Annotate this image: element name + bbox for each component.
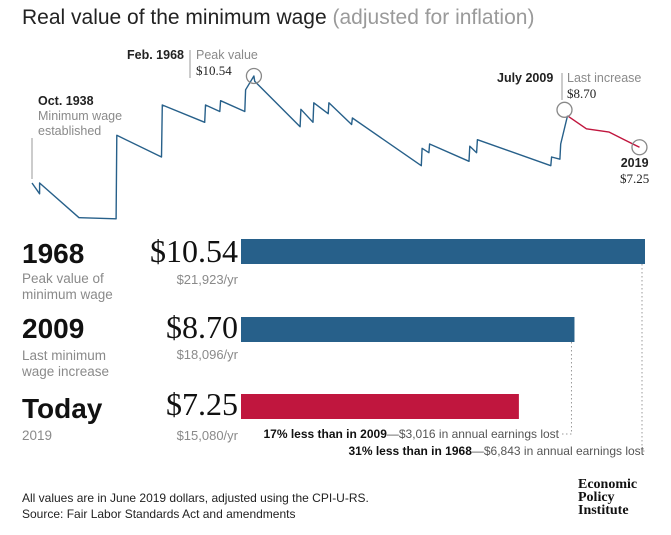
line-series-1: [567, 115, 640, 148]
footer-line1: All values are in June 2019 dollars, adj…: [22, 491, 369, 505]
comparison-1968: 31% less than in 1968—$6,843 in annual e…: [348, 444, 644, 458]
annotation-oct-1938-line1: Minimum wage: [38, 109, 123, 123]
comparison-2009-bold: 17% less than in 2009: [263, 427, 387, 441]
annotation-jul-2009-value: $8.70: [567, 86, 597, 101]
annotation-2019-date: 2019: [620, 156, 649, 170]
title-subtitle: (adjusted for inflation): [332, 6, 535, 29]
annotation-jul-2009-date: July 2009: [497, 71, 554, 85]
bar-2009: [241, 317, 575, 342]
row-2009-wage: $8.70: [166, 309, 238, 345]
chart-title: Real value of the minimum wage (adjusted…: [22, 6, 534, 30]
row-2009-annual: $18,096/yr: [176, 347, 238, 362]
comparison-2009-rest: —$3,016 in annual earnings lost: [386, 427, 559, 441]
bar-1968: [241, 239, 645, 264]
annotation-feb-1968: Feb. 1968: [127, 48, 184, 63]
epi-logo: Economic Policy Institute: [578, 477, 638, 518]
annotation-feb-1968-detail: Peak value $10.54: [196, 48, 258, 79]
row-today-year: Today: [22, 393, 103, 424]
logo-line3: Institute: [578, 503, 629, 518]
annotation-oct-1938: Oct. 1938 Minimum wage established: [38, 94, 122, 139]
bar-today: [241, 394, 519, 419]
row-today-desc-line1: 2019: [22, 428, 53, 443]
connector-2009: [562, 342, 572, 435]
wage-line-chart: [31, 50, 648, 220]
comparison-2009: 17% less than in 2009—$3,016 in annual e…: [263, 427, 559, 441]
row-today-annual: $15,080/yr: [176, 428, 238, 443]
logo-line2: Policy: [578, 490, 615, 505]
row-2009-description: Last minimum wage increase: [22, 348, 152, 380]
title-main: Real value of the minimum wage: [22, 6, 327, 29]
line-series-0: [31, 75, 569, 220]
marker-1968-circle: [245, 67, 263, 85]
annotation-oct-1938-line2: established: [38, 124, 102, 138]
row-2009-desc-line2: wage increase: [22, 364, 110, 379]
marker-2019-circle: [631, 139, 648, 156]
annotation-2019-value: $7.25: [620, 171, 650, 186]
annotation-jul-2009-detail: Last increase $8.70: [567, 71, 641, 102]
row-today-description: 2019: [22, 428, 152, 444]
annotation-feb-1968-date: Feb. 1968: [127, 48, 184, 62]
row-1968-wage: $10.54: [150, 233, 238, 269]
annotation-jul-2009-label: Last increase: [567, 71, 642, 85]
annotation-oct-1938-date: Oct. 1938: [38, 94, 94, 108]
row-1968-description: Peak value of minimum wage: [22, 271, 152, 303]
comparison-1968-bold: 31% less than in 1968: [348, 444, 472, 458]
annotation-jul-2009: July 2009: [497, 71, 553, 86]
footer-line2: Source: Fair Labor Standards Act and ame…: [22, 507, 296, 521]
row-1968-desc-line1: Peak value of: [22, 271, 104, 286]
row-1968-year: 1968: [22, 238, 85, 269]
marker-2009-circle: [556, 101, 573, 118]
logo-line1: Economic: [578, 477, 638, 492]
footer-note: All values are in June 2019 dollars, adj…: [22, 490, 369, 522]
connector-1968: [641, 264, 646, 452]
row-2009-year: 2009: [22, 313, 85, 344]
annotation-feb-1968-label: Peak value: [196, 48, 258, 62]
row-1968-desc-line2: minimum wage: [22, 287, 113, 302]
row-2009-desc-line1: Last minimum: [22, 348, 107, 363]
annotation-feb-1968-value: $10.54: [196, 63, 232, 78]
annotation-2019: 2019 $7.25: [620, 156, 649, 187]
row-today-wage: $7.25: [166, 386, 238, 422]
comparison-1968-rest: —$6,843 in annual earnings lost: [471, 444, 644, 458]
row-1968-annual: $21,923/yr: [176, 272, 238, 287]
